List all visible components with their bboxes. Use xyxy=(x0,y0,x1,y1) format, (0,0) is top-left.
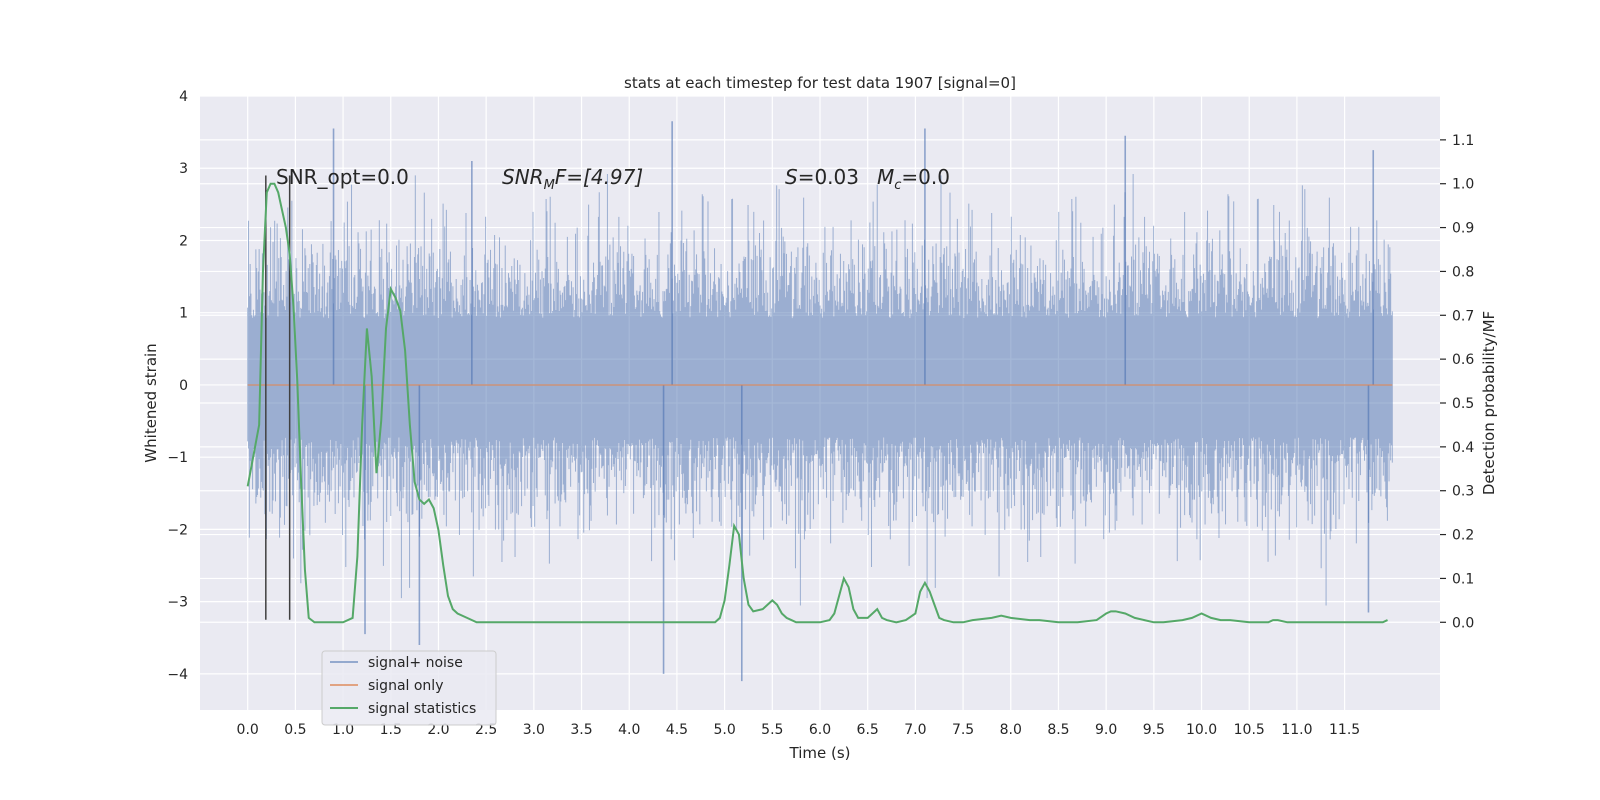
left-tick-label-8: 4 xyxy=(179,89,188,105)
x-tick-label-15: 7.5 xyxy=(952,722,974,738)
mc-label: M xyxy=(877,165,894,189)
left-axis-label: Whitened strain xyxy=(142,343,160,462)
left-tick-label-0: −4 xyxy=(167,667,188,683)
x-tick-label-14: 7.0 xyxy=(904,722,926,738)
x-tick-label-8: 4.0 xyxy=(618,722,640,738)
x-tick-label-5: 2.5 xyxy=(475,722,497,738)
x-axis-label: Time (s) xyxy=(789,744,851,762)
right-tick-label-7: 0.7 xyxy=(1452,308,1474,324)
right-tick-label-3: 0.3 xyxy=(1452,484,1474,500)
series-signal-statistics xyxy=(246,182,1388,624)
x-tick-label-13: 6.5 xyxy=(857,722,879,738)
left-tick-label-4: 0 xyxy=(179,378,188,394)
legend: signal+ noise signal only signal statist… xyxy=(321,650,497,726)
x-tick-label-1: 0.5 xyxy=(284,722,306,738)
x-tick-label-12: 6.0 xyxy=(809,722,831,738)
x-tick-label-6: 3.0 xyxy=(523,722,545,738)
right-axis-ticks: 0.0 0.1 0.2 0.3 0.4 0.5 0.6 0.7 0.8 0.9 1.0 1.1 xyxy=(1440,133,1474,631)
left-tick-label-2: −2 xyxy=(167,522,188,538)
legend-label-signal-only: signal only xyxy=(368,678,443,694)
right-tick-label-2: 0.2 xyxy=(1452,528,1474,544)
right-axis-label: Detection probability/MF xyxy=(1480,311,1498,495)
right-tick-label-9: 0.9 xyxy=(1452,221,1474,237)
x-tick-label-4: 2.0 xyxy=(427,722,449,738)
x-tick-label-21: 10.5 xyxy=(1234,722,1265,738)
right-tick-label-6: 0.6 xyxy=(1452,352,1474,368)
s-label: S xyxy=(785,165,798,189)
series-signal-noise xyxy=(247,121,1393,682)
s-value: =0.03 xyxy=(798,165,859,189)
snr-mf-base: SNR xyxy=(502,165,544,189)
mc-value: =0.0 xyxy=(901,165,950,189)
snr-mf-sub: M xyxy=(544,178,555,193)
right-tick-label-0: 0.0 xyxy=(1452,615,1474,631)
right-tick-label-10: 1.0 xyxy=(1452,177,1474,193)
x-tick-label-19: 9.5 xyxy=(1143,722,1165,738)
signal-statistics-line xyxy=(246,182,1388,624)
x-tick-label-16: 8.0 xyxy=(1000,722,1022,738)
x-tick-label-18: 9.0 xyxy=(1095,722,1117,738)
x-tick-label-22: 11.0 xyxy=(1281,722,1312,738)
left-tick-label-3: −1 xyxy=(167,450,188,466)
snr-mf-rest: F=[4.97] xyxy=(555,165,643,189)
x-tick-label-17: 8.5 xyxy=(1047,722,1069,738)
left-tick-label-7: 3 xyxy=(179,161,188,177)
chart-title: stats at each timestep for test data 190… xyxy=(624,74,1016,92)
x-tick-label-10: 5.0 xyxy=(713,722,735,738)
x-axis-ticks: 0.0 0.5 1.0 1.5 2.0 2.5 3.0 3.5 4.0 4.5 5.0 5.5 6.0 6… xyxy=(237,722,1361,738)
right-tick-label-5: 0.5 xyxy=(1452,396,1474,412)
annotation-snr-opt: SNR_opt=0.0 xyxy=(276,165,409,189)
left-tick-label-1: −3 xyxy=(167,595,188,611)
x-tick-label-11: 5.5 xyxy=(761,722,783,738)
legend-label-signal-noise: signal+ noise xyxy=(368,655,463,671)
x-tick-label-3: 1.5 xyxy=(380,722,402,738)
annotation-s-mc: S=0.03 Mc=0.0 xyxy=(785,165,950,193)
x-tick-label-2: 1.0 xyxy=(332,722,354,738)
right-tick-label-8: 0.8 xyxy=(1452,264,1474,280)
x-tick-label-23: 11.5 xyxy=(1329,722,1360,738)
right-tick-label-1: 0.1 xyxy=(1452,571,1474,587)
right-tick-label-11: 1.1 xyxy=(1452,133,1474,149)
annotation-snr-mf: SNRMF=[4.97] xyxy=(502,165,643,193)
left-tick-label-6: 2 xyxy=(179,233,188,249)
x-tick-label-7: 3.5 xyxy=(570,722,592,738)
x-tick-label-0: 0.0 xyxy=(237,722,259,738)
x-tick-label-9: 4.5 xyxy=(666,722,688,738)
right-tick-label-4: 0.4 xyxy=(1452,440,1474,456)
legend-label-signal-statistics: signal statistics xyxy=(368,701,476,717)
left-axis-ticks: −4 −3 −2 −1 0 1 2 3 4 xyxy=(167,89,188,683)
legend-box xyxy=(321,650,497,726)
mc-sub: c xyxy=(894,178,901,193)
left-tick-label-5: 1 xyxy=(179,306,188,322)
x-tick-label-20: 10.0 xyxy=(1186,722,1217,738)
